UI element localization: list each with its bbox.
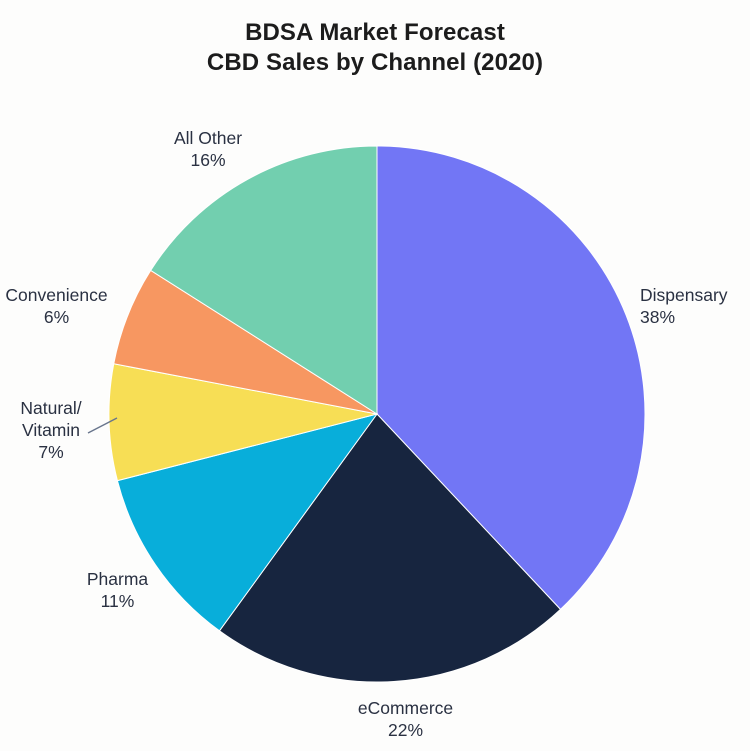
slice-label-ecommerce-value: 22%: [387, 720, 424, 740]
slice-label-pharma-value: 11%: [100, 591, 135, 611]
pie-slice-ecommerce[interactable]: [218, 413, 562, 683]
slice-label-all-other-name: All Other: [173, 128, 243, 148]
slice-label-dispensary-name: Dispensary: [640, 285, 728, 305]
slice-label-ecommerce: eCommerce 22%: [313, 697, 498, 741]
pie-slice-group: [108, 145, 646, 683]
pie-slice-all-other[interactable]: [150, 145, 378, 415]
pie-slice-pharma[interactable]: [116, 413, 379, 632]
slice-label-natural-vitamin-name-2: Vitamin: [21, 420, 81, 440]
slice-label-natural-vitamin-name-1: Natural/: [20, 398, 82, 418]
chart-title: BDSA Market Forecast CBD Sales by Channe…: [0, 18, 750, 78]
slice-label-pharma: Pharma 11%: [35, 568, 200, 612]
slice-label-natural-vitamin: Natural/ Vitamin 7%: [0, 397, 102, 463]
slice-label-natural-vitamin-value: 7%: [38, 442, 64, 462]
slice-label-convenience-name: Convenience: [5, 285, 108, 305]
leader-line-natural-vitamin: [87, 417, 118, 434]
slice-label-dispensary-value: 38%: [640, 307, 676, 327]
chart-title-line-1: BDSA Market Forecast: [245, 19, 505, 46]
slice-label-all-other: All Other 16%: [137, 127, 279, 171]
slice-label-dispensary: Dispensary 38%: [640, 284, 728, 328]
slice-label-pharma-name: Pharma: [86, 569, 149, 589]
chart-title-line-2: CBD Sales by Channel (2020): [206, 49, 544, 76]
slice-label-convenience: Convenience 6%: [0, 284, 113, 328]
pie-slice-dispensary[interactable]: [376, 145, 646, 611]
slice-label-ecommerce-name: eCommerce: [357, 698, 454, 718]
slice-label-convenience-value: 6%: [43, 307, 70, 327]
slice-label-all-other-value: 16%: [190, 150, 226, 170]
